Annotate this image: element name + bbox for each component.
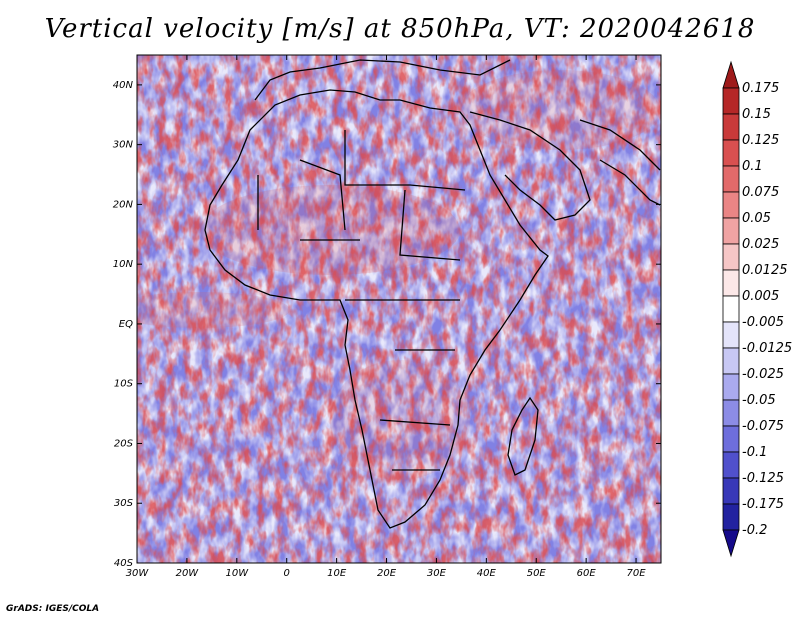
colorbar-label: -0.0125 xyxy=(742,341,792,356)
lat-label: EQ xyxy=(119,319,133,330)
lat-label: 20S xyxy=(114,438,134,449)
colorbar-label: 0.125 xyxy=(742,133,779,148)
lon-label: 10W xyxy=(225,568,249,579)
colorbar-segment xyxy=(722,347,740,375)
lat-label: 40S xyxy=(114,558,134,569)
colorbar-segment xyxy=(722,165,740,193)
lon-label: 40E xyxy=(477,568,497,579)
map-title: Vertical velocity [m/s] at 850hPa, VT: 2… xyxy=(44,14,756,44)
colorbar-label: 0.15 xyxy=(742,107,771,122)
colorbar-label: 0.025 xyxy=(742,237,779,252)
latitude-axis: 40N 30N 20N 10N EQ 10S 20S 30S 40S xyxy=(113,80,661,569)
colorbar-label: 0.0125 xyxy=(742,263,788,278)
colorbar-segment xyxy=(722,373,740,401)
colorbar-label: -0.005 xyxy=(742,315,784,330)
lat-label: 20N xyxy=(113,199,134,210)
colorbar-segment xyxy=(722,529,740,558)
lon-label: 60E xyxy=(577,568,597,579)
lon-label: 20W xyxy=(176,568,200,579)
colorbar-label: -0.2 xyxy=(742,523,767,538)
longitude-axis: 30W 20W 10W 0 10E 20E 30E 40E 50E 60E 70E xyxy=(126,55,647,579)
lon-label: 50E xyxy=(527,568,547,579)
colorbar-label: -0.075 xyxy=(742,419,784,434)
plot-frame xyxy=(136,54,662,564)
lon-label: 0 xyxy=(284,568,290,579)
lat-label: 10N xyxy=(113,259,134,270)
colorbar-segment xyxy=(722,451,740,479)
colorbar-segment xyxy=(722,87,740,115)
footer-credit: GrADS: IGES/COLA xyxy=(6,604,100,614)
colorbar-label: -0.025 xyxy=(742,367,784,382)
colorbar-segment xyxy=(722,321,740,349)
colorbar-segment xyxy=(722,113,740,141)
lon-label: 30E xyxy=(427,568,447,579)
colorbar-label: 0.175 xyxy=(742,81,779,96)
colorbar-segment xyxy=(722,191,740,219)
colorbar: 0.175 0.15 0.125 0.1 0.075 0.05 0.025 0.0125 0.0… xyxy=(722,60,792,558)
colorbar-label: -0.125 xyxy=(742,471,784,486)
colorbar-segment xyxy=(722,477,740,505)
colorbar-label: -0.05 xyxy=(742,393,776,408)
colorbar-label: 0.05 xyxy=(742,211,771,226)
colorbar-segment xyxy=(722,295,740,323)
lon-label: 70E xyxy=(627,568,647,579)
colorbar-segment xyxy=(722,60,740,89)
colorbar-segment xyxy=(722,269,740,297)
lon-label: 30W xyxy=(126,568,150,579)
colorbar-segment xyxy=(722,139,740,167)
colorbar-segment xyxy=(722,243,740,271)
colorbar-segment xyxy=(722,425,740,453)
colorbar-segment xyxy=(722,503,740,531)
lat-label: 10S xyxy=(114,379,134,390)
coastlines xyxy=(204,59,661,529)
lat-label: 30N xyxy=(113,140,134,151)
colorbar-label: -0.175 xyxy=(742,497,784,512)
colorbar-label: 0.1 xyxy=(742,159,763,174)
lat-label: 30S xyxy=(114,498,134,509)
colorbar-segment xyxy=(722,399,740,427)
lat-label: 40N xyxy=(113,80,134,91)
colorbar-label: 0.075 xyxy=(742,185,779,200)
lon-label: 20E xyxy=(377,568,397,579)
lon-label: 10E xyxy=(327,568,347,579)
velocity-field xyxy=(137,55,661,563)
colorbar-label: 0.005 xyxy=(742,289,779,304)
colorbar-label: -0.1 xyxy=(742,445,767,460)
colorbar-segment xyxy=(722,217,740,245)
